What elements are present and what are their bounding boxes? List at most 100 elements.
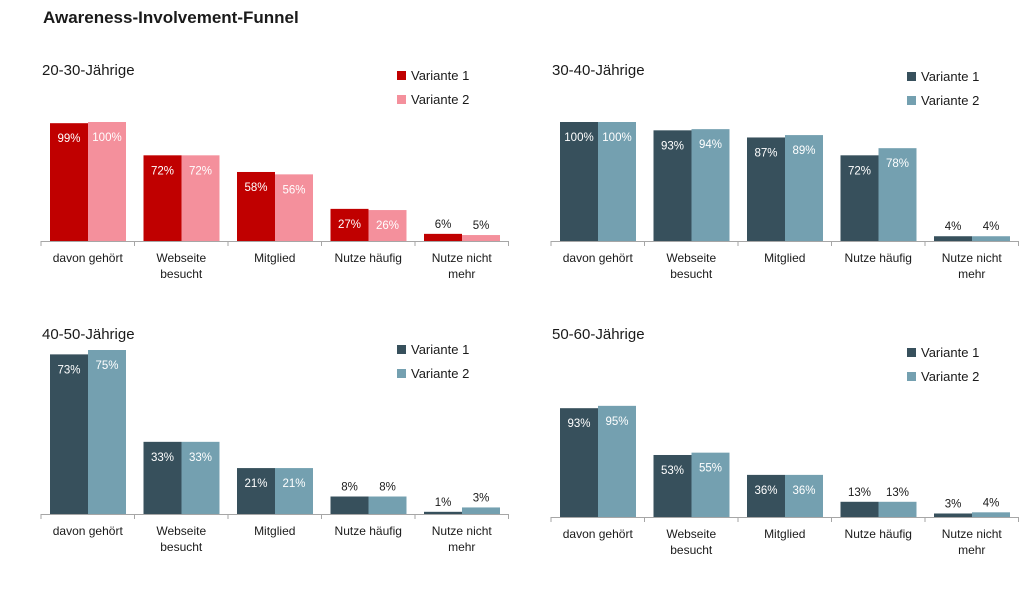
category-label: Mitglied [254,251,295,265]
bar-chart: 93% 95% davon gehört 53% 55% Webseite besucht 3… [550,405,1019,557]
data-label: 75% [95,360,118,372]
panel-title: 30-40-Jährige [552,62,645,79]
category-label: Mitglied [254,524,295,538]
panel-title: 50-60-Jährige [552,326,645,343]
legend-item-variante-1: Variante 1 [397,63,469,87]
category-label: davon gehört [53,251,124,265]
bar-variante-2-webseite-besucht [691,452,730,517]
data-label: 72% [151,165,174,177]
legend: Variante 1 Variante 2 [907,340,979,388]
category-label: davon gehört [563,251,634,265]
data-label: 93% [567,418,590,430]
data-label: 93% [661,140,684,152]
legend-swatch [397,368,406,378]
data-label: 58% [244,182,267,194]
bar-variante-1-nutze-h-ufig [330,208,369,241]
legend-label: Variante 2 [921,368,980,384]
data-label: 36% [754,485,777,497]
legend-label: Variante 1 [921,344,980,360]
legend-swatch [907,95,916,105]
bar-variante-1-webseite-besucht [653,454,692,517]
legend: Variante 1 Variante 2 [397,63,469,111]
data-label: 55% [699,463,722,475]
data-label: 53% [661,465,684,477]
data-label: 3% [945,498,962,510]
data-label: 33% [151,452,174,464]
chart-panel-20-30: 20-30-Jährige Variante 1 Variante 2 99% 1… [32,60,509,330]
bar-variante-2-mitglied [275,468,313,514]
category-label: Nutze nicht mehr [432,524,493,554]
data-label: 33% [189,452,212,464]
data-label: 100% [602,132,631,144]
category-label: Webseite besucht [156,524,206,554]
data-label: 27% [338,219,361,231]
category-label: davon gehört [53,524,124,538]
bar-variante-1-nutze-nicht-mehr [424,233,462,241]
bar-chart: 73% 75% davon gehört 33% 33% Webseite besucht 2… [40,350,509,554]
bar-chart: 100% 100% davon gehört 93% 94% Webseite besuch… [550,122,1019,281]
data-label: 5% [473,220,490,232]
data-label: 99% [57,133,80,145]
bar-variante-2-nutze-nicht-mehr [462,507,500,514]
legend-swatch [397,70,406,80]
data-label: 8% [341,482,358,494]
legend-label: Variante 1 [411,341,470,357]
legend-item-variante-1: Variante 1 [907,64,979,88]
panel-title: 40-50-Jährige [42,326,135,343]
category-label: Mitglied [764,527,805,541]
data-label: 87% [754,147,777,159]
data-label: 72% [848,165,871,177]
legend-label: Variante 2 [921,92,980,108]
bar-variante-2-nutze-nicht-mehr [462,235,500,241]
bar-variante-2-nutze-nicht-mehr [972,236,1010,241]
category-label: Nutze häufig [845,251,912,265]
bar-variante-1-nutze-h-ufig [840,155,879,241]
bar-variante-1-davon-geh-rt [560,408,598,517]
data-label: 94% [699,139,722,151]
bar-variante-2-nutze-h-ufig [368,496,407,514]
legend-item-variante-2: Variante 2 [907,364,979,388]
data-label: 3% [473,492,490,504]
bar-variante-1-davon-geh-rt [50,123,88,241]
bar-variante-1-mitglied [747,137,785,241]
chart-panel-40-50: 40-50-Jährige Variante 1 Variante 2 73% 7… [32,324,509,594]
legend-item-variante-1: Variante 1 [907,340,979,364]
legend-label: Variante 2 [411,91,470,107]
data-label: 13% [886,487,909,499]
data-label: 21% [282,478,305,490]
bar-variante-1-davon-geh-rt [50,354,88,514]
legend-swatch [397,94,406,104]
category-label: davon gehört [563,527,634,541]
bar-variante-2-davon-geh-rt [88,122,126,241]
legend-label: Variante 1 [411,67,470,83]
legend-label: Variante 2 [411,365,470,381]
bar-variante-1-nutze-h-ufig [330,496,369,514]
bar-variante-2-nutze-h-ufig [878,148,917,241]
bar-variante-2-mitglied [785,135,823,241]
data-label: 4% [983,497,1000,509]
legend-item-variante-2: Variante 2 [397,361,469,385]
data-label: 89% [792,145,815,157]
category-label: Nutze häufig [845,527,912,541]
bar-variante-1-nutze-h-ufig [840,501,879,517]
legend-item-variante-2: Variante 2 [907,88,979,112]
bar-variante-1-davon-geh-rt [560,122,598,241]
bar-variante-1-webseite-besucht [653,130,692,241]
legend-swatch [907,71,916,81]
data-label: 13% [848,487,871,499]
category-label: Nutze nicht mehr [942,251,1003,281]
category-label: Nutze häufig [335,524,402,538]
data-label: 8% [379,482,396,494]
legend-swatch [907,347,916,357]
data-label: 21% [244,478,267,490]
bar-variante-2-webseite-besucht [691,129,730,241]
data-label: 36% [792,485,815,497]
data-label: 6% [435,219,452,231]
bar-variante-1-mitglied [747,474,785,517]
category-label: Webseite besucht [666,251,716,281]
bar-variante-1-webseite-besucht [143,155,182,241]
category-label: Webseite besucht [156,251,206,281]
data-label: 100% [92,132,121,144]
data-label: 56% [282,184,305,196]
main-title: Awareness-Involvement-Funnel [43,8,299,27]
